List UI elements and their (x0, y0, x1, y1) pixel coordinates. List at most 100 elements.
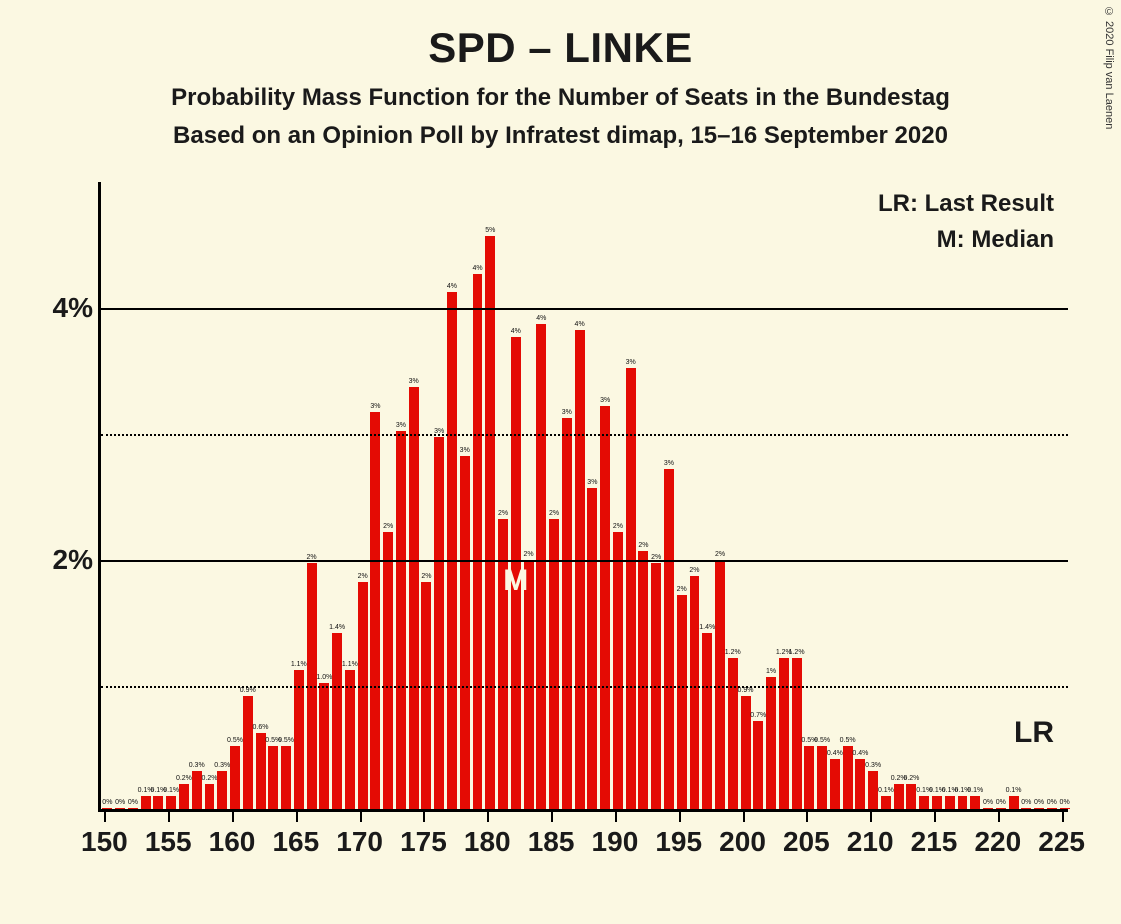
bar-value-label: 0.3% (865, 762, 881, 769)
bar: 3% (370, 412, 380, 809)
bar: 3% (562, 418, 572, 809)
bar: 1.4% (332, 633, 342, 809)
bar: 3% (434, 437, 444, 809)
bar-value-label: 3% (370, 403, 380, 410)
copyright-text: © 2020 Filip van Laenen (1103, 6, 1115, 129)
bar-value-label: 0.1% (878, 787, 894, 794)
x-axis: 1501551601651701751801851901952002052102… (98, 812, 1068, 862)
bar: 1.2% (779, 658, 789, 809)
bar: 0.5% (281, 746, 291, 809)
bar: 0% (1034, 808, 1044, 809)
bar: 0.9% (741, 696, 751, 809)
bar: 0.9% (243, 696, 253, 809)
x-axis-label: 215 (911, 826, 958, 858)
bar-value-label: 0.3% (214, 762, 230, 769)
bar: 3% (587, 488, 597, 809)
x-axis-label: 205 (783, 826, 830, 858)
x-axis-label: 225 (1038, 826, 1085, 858)
gridline-dotted (101, 434, 1068, 436)
bar-value-label: 0.4% (827, 750, 843, 757)
bar: 4% (575, 330, 585, 809)
bar-value-label: 5% (485, 227, 495, 234)
x-axis-label: 180 (464, 826, 511, 858)
bar-value-label: 1.4% (699, 624, 715, 631)
bar: 0% (102, 808, 112, 809)
bar-value-label: 4% (447, 283, 457, 290)
bar: 3% (409, 387, 419, 809)
bar: 2% (690, 576, 700, 809)
bar-value-label: 2% (523, 551, 533, 558)
x-axis-label: 155 (145, 826, 192, 858)
bar-value-label: 0.2% (176, 775, 192, 782)
bar-value-label: 2% (498, 510, 508, 517)
y-axis-label: 2% (45, 544, 93, 576)
gridline-solid (101, 308, 1068, 310)
bar-value-label: 0.1% (163, 787, 179, 794)
bar: 0.7% (753, 721, 763, 809)
x-tick (487, 812, 489, 822)
x-tick (1062, 812, 1064, 822)
bar: 0.4% (855, 759, 865, 809)
chart-subtitle-2: Based on an Opinion Poll by Infratest di… (0, 122, 1121, 150)
bar-value-label: 4% (511, 328, 521, 335)
bar-value-label: 0% (128, 799, 138, 806)
bar: 0% (983, 808, 993, 809)
x-tick (615, 812, 617, 822)
bar: 0.3% (868, 771, 878, 809)
bar: 0.1% (970, 796, 980, 809)
x-tick (551, 812, 553, 822)
bar-value-label: 0.2% (903, 775, 919, 782)
y-axis-label: 4% (45, 292, 93, 324)
x-tick (360, 812, 362, 822)
bar-value-label: 0.5% (840, 737, 856, 744)
bar: 0.2% (906, 784, 916, 809)
bar-value-label: 1% (766, 668, 776, 675)
bar-value-label: 3% (626, 359, 636, 366)
bar: 0.2% (205, 784, 215, 809)
bar-value-label: 0% (996, 799, 1006, 806)
bar-value-label: 0% (1047, 799, 1057, 806)
bar: 0% (996, 808, 1006, 809)
bar: 1.1% (345, 670, 355, 809)
title-block: SPD – LINKE Probability Mass Function fo… (0, 0, 1121, 150)
bar: 4% (473, 274, 483, 810)
x-axis-label: 210 (847, 826, 894, 858)
bar-value-label: 0.1% (1006, 787, 1022, 794)
bar-value-label: 0.5% (227, 737, 243, 744)
bar-value-label: 1.4% (329, 624, 345, 631)
x-tick (743, 812, 745, 822)
bar: 2% (358, 582, 368, 809)
bar: 0.4% (830, 759, 840, 809)
x-tick (423, 812, 425, 822)
x-tick (296, 812, 298, 822)
bar: 0% (1060, 808, 1070, 809)
bar-value-label: 3% (562, 409, 572, 416)
x-tick (104, 812, 106, 822)
bar-value-label: 4% (472, 265, 482, 272)
x-tick (232, 812, 234, 822)
bar: 2% (613, 532, 623, 809)
bar: 0.1% (881, 796, 891, 809)
bar: 0% (115, 808, 125, 809)
bar: 2% (524, 560, 534, 809)
bar: 4% (511, 337, 521, 810)
bar-value-label: 0.7% (750, 712, 766, 719)
bar: 0% (1047, 808, 1057, 809)
bar-value-label: 2% (638, 542, 648, 549)
bar-value-label: 1.2% (789, 649, 805, 656)
bar: 1.0% (319, 683, 329, 809)
bar: 5% (485, 236, 495, 809)
last-result-marker: LR (1014, 716, 1054, 750)
bar: 0.1% (166, 796, 176, 809)
bar-value-label: 0% (1060, 799, 1070, 806)
bar: 4% (447, 292, 457, 809)
bar-value-label: 2% (613, 523, 623, 530)
bar-value-label: 0.1% (967, 787, 983, 794)
bar: 3% (600, 406, 610, 809)
bar: 0.5% (268, 746, 278, 809)
x-tick (934, 812, 936, 822)
bar-value-label: 3% (587, 479, 597, 486)
bar: 2% (677, 595, 687, 809)
bar: 1.1% (294, 670, 304, 809)
bar-value-label: 2% (549, 510, 559, 517)
